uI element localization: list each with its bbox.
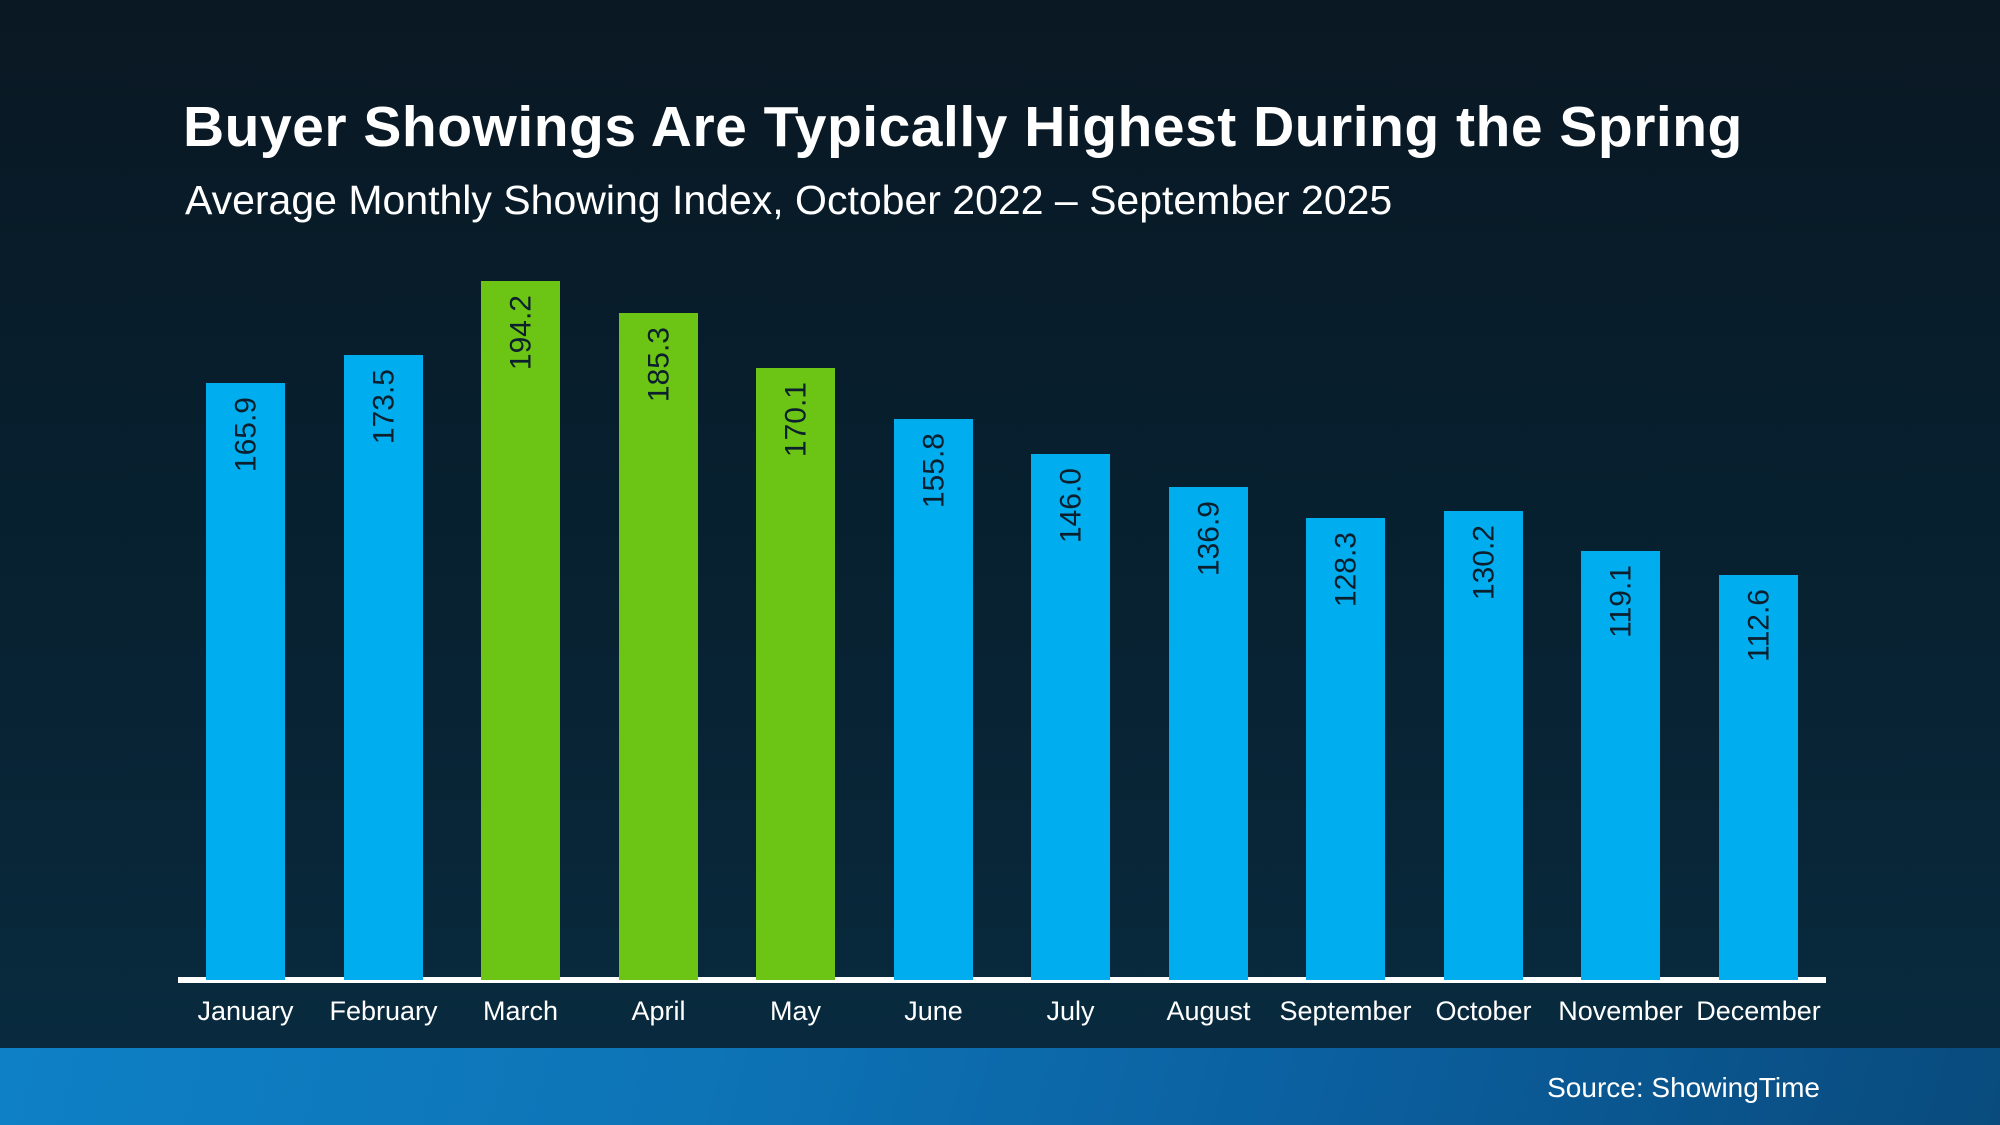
bar-september: 128.3 bbox=[1306, 518, 1385, 980]
bar-value-label-june: 155.8 bbox=[916, 433, 950, 509]
bar-value-label-august: 136.9 bbox=[1191, 501, 1225, 577]
bar-december: 112.6 bbox=[1719, 575, 1798, 980]
bar-value-label-april: 185.3 bbox=[641, 327, 675, 403]
x-axis-label-may: May bbox=[769, 996, 822, 1026]
x-axis-label-september: September bbox=[1279, 996, 1412, 1026]
x-axis-label-january: January bbox=[197, 996, 294, 1026]
bar-value-label-november: 119.1 bbox=[1603, 565, 1637, 638]
bar-value-label-january: 165.9 bbox=[228, 397, 262, 473]
bar-value-label-march: 194.2 bbox=[503, 295, 537, 371]
footer-band: Source: ShowingTime bbox=[0, 1048, 2000, 1125]
x-axis-label-november: November bbox=[1558, 996, 1683, 1026]
x-axis-line bbox=[178, 977, 1826, 983]
bar-value-label-july: 146.0 bbox=[1053, 468, 1087, 544]
x-axis-label-february: February bbox=[329, 996, 438, 1026]
chart-subtitle: Average Monthly Showing Index, October 2… bbox=[185, 177, 1393, 223]
bar-january: 165.9 bbox=[206, 383, 285, 980]
x-axis-label-march: March bbox=[482, 996, 559, 1026]
x-axis-label-june: June bbox=[904, 996, 963, 1026]
bar-value-label-december: 112.6 bbox=[1741, 589, 1775, 662]
bar-july: 146.0 bbox=[1031, 454, 1110, 980]
x-axis-label-july: July bbox=[1046, 996, 1095, 1026]
bar-value-label-september: 128.3 bbox=[1328, 532, 1362, 608]
bar-february: 173.5 bbox=[344, 355, 423, 980]
bar-value-label-may: 170.1 bbox=[778, 382, 812, 458]
bar-may: 170.1 bbox=[756, 368, 835, 980]
chart-title: Buyer Showings Are Typically Highest Dur… bbox=[183, 95, 1743, 159]
bar-april: 185.3 bbox=[619, 313, 698, 980]
x-axis-label-october: October bbox=[1435, 996, 1532, 1026]
x-axis-label-august: August bbox=[1166, 996, 1251, 1026]
bar-june: 155.8 bbox=[894, 419, 973, 980]
x-axis-label-april: April bbox=[631, 996, 686, 1026]
bar-march: 194.2 bbox=[481, 281, 560, 980]
source-label: Source: ShowingTime bbox=[1547, 1072, 1820, 1103]
x-axis-label-december: December bbox=[1696, 996, 1821, 1026]
bar-august: 136.9 bbox=[1169, 487, 1248, 980]
bar-value-label-october: 130.2 bbox=[1466, 525, 1500, 601]
bar-value-label-february: 173.5 bbox=[366, 369, 400, 445]
bar-november: 119.1 bbox=[1581, 551, 1660, 980]
bar-october: 130.2 bbox=[1444, 511, 1523, 980]
